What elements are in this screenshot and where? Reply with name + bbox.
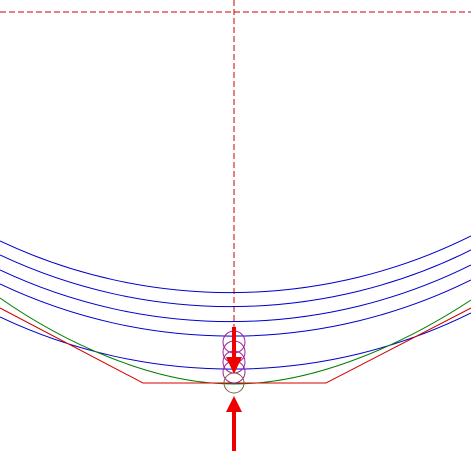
fit-curve <box>0 297 471 385</box>
arc-1 <box>0 235 471 294</box>
arc-2 <box>0 249 471 308</box>
arc-3 <box>0 264 471 323</box>
arrow-up-icon <box>226 396 242 451</box>
arrow-down-icon <box>226 327 242 374</box>
